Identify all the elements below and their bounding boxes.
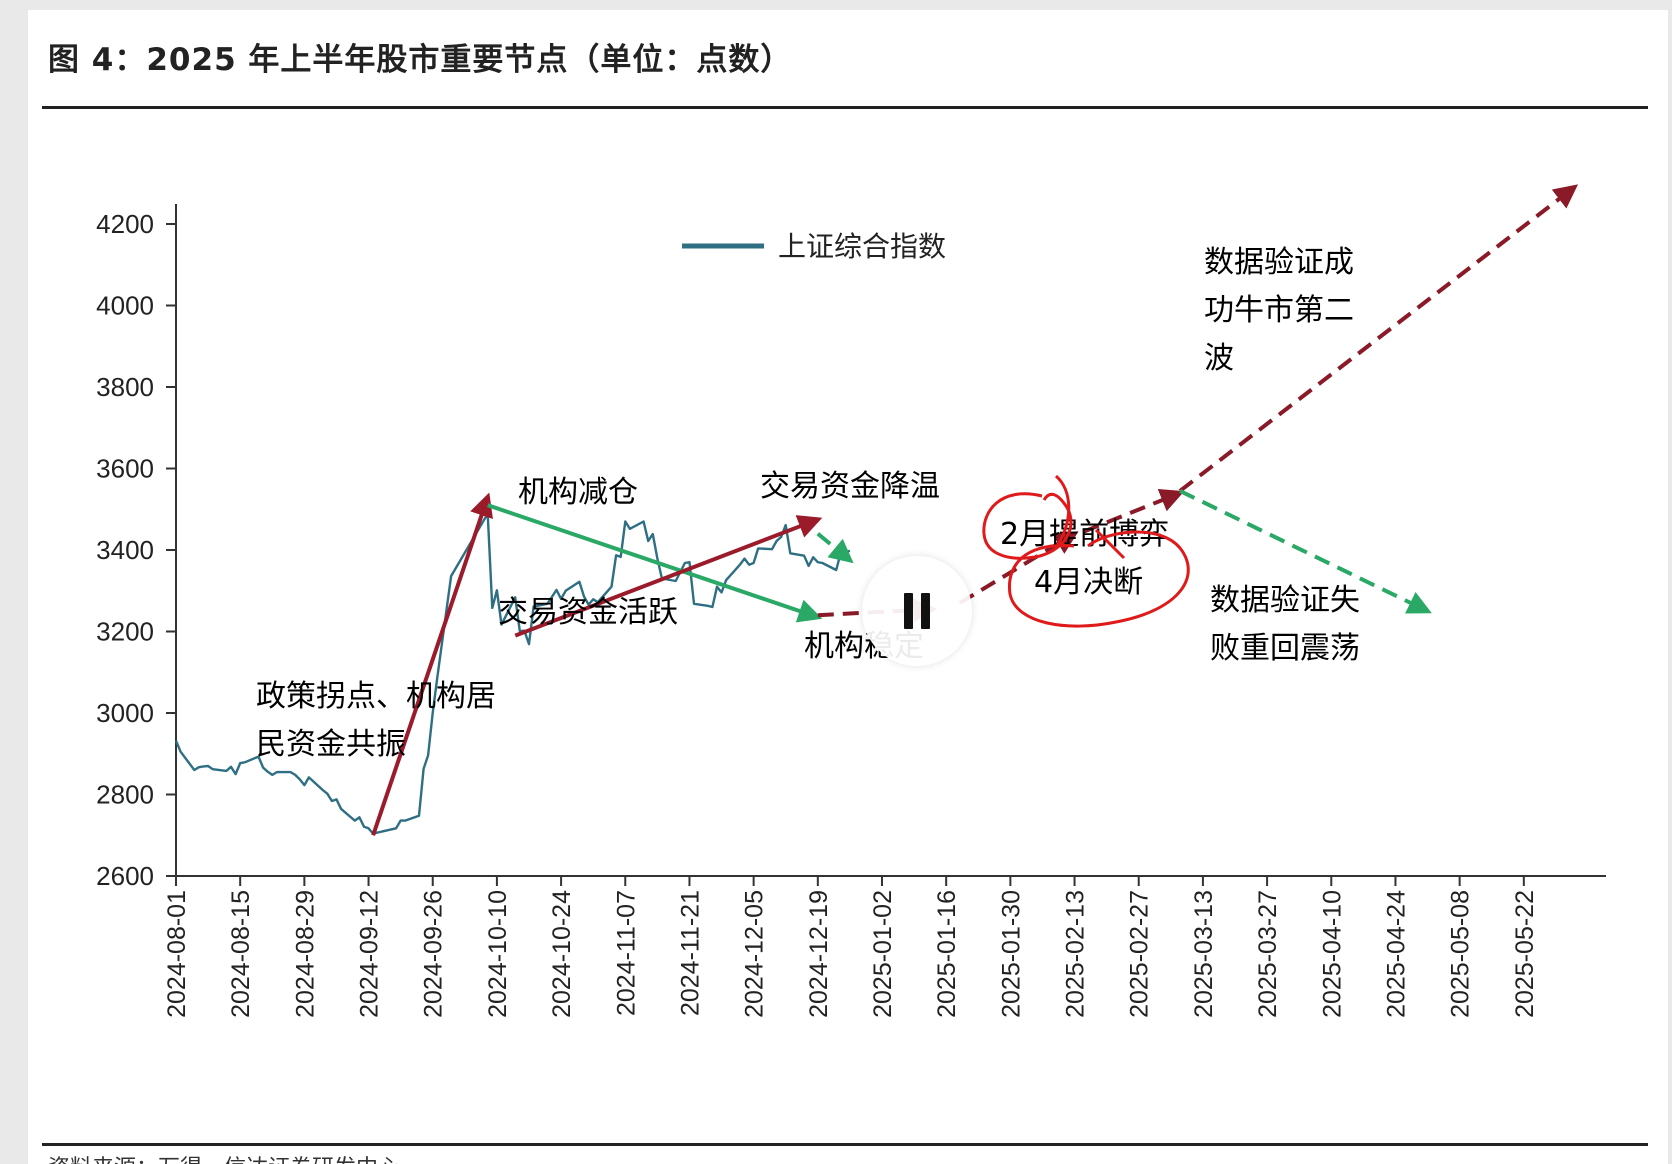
x-tick-label: 2025-03-13 [1190, 890, 1218, 1018]
legend-label: 上证综合指数 [778, 230, 946, 263]
x-tick-label: 2024-09-26 [420, 890, 448, 1018]
y-tick-label: 3800 [96, 372, 154, 402]
x-tick-label: 2025-01-30 [997, 890, 1025, 1018]
x-tick-label: 2024-11-07 [612, 890, 640, 1016]
x-tick-label: 2024-10-24 [548, 890, 576, 1018]
x-tick-label: 2025-01-02 [869, 890, 897, 1018]
x-tick-label: 2024-08-01 [163, 890, 191, 1018]
y-tick-label: 3600 [96, 454, 154, 484]
bottom-rule [42, 1143, 1648, 1146]
label-trading-cool: 交易资金降温 [760, 469, 940, 504]
label-feb-game: 2月提前博弈 [1000, 517, 1169, 552]
x-tick-label: 2024-10-10 [484, 890, 512, 1018]
label-policy-line2: 民资金共振 [256, 727, 406, 762]
label-fail-line2: 败重回震荡 [1210, 631, 1360, 666]
x-tick-label: 2025-05-22 [1511, 890, 1539, 1018]
y-tick-label: 4200 [96, 209, 154, 239]
x-tick-label: 2025-04-24 [1382, 890, 1410, 1018]
x-tick-label: 2025-02-27 [1126, 890, 1154, 1018]
figure-title: 图 4：2025 年上半年股市重要节点（单位：点数） [48, 42, 793, 78]
x-tick-label: 2024-12-19 [805, 890, 833, 1018]
series-line-shanghai-composite [174, 512, 851, 835]
ink-circle-feb [982, 492, 1073, 560]
x-tick-label: 2024-09-12 [356, 890, 384, 1018]
label-success-line3: 波 [1204, 341, 1234, 376]
trend-arrow-solid [514, 515, 823, 638]
source-note: 资料来源：万得，信达证券研发中心 [48, 1150, 400, 1164]
trend-arrow-dashed [1179, 489, 1432, 614]
trend-arrow-dashed [1082, 488, 1185, 534]
ink-circle-apr [1007, 530, 1190, 628]
label-policy-line1: 政策拐点、机构居 [256, 679, 496, 714]
handwritten-circles [982, 474, 1190, 628]
x-tick-label: 2024-12-05 [741, 890, 769, 1018]
top-rule [42, 106, 1648, 109]
label-institution-reduce: 机构减仓 [518, 475, 638, 510]
label-fail-line1: 数据验证失 [1210, 583, 1360, 618]
x-tick-label: 2025-01-16 [933, 890, 961, 1018]
label-success-line2: 功牛市第二 [1204, 293, 1354, 328]
label-apr-decision: 4月决断 [1034, 565, 1143, 600]
label-success-line1: 数据验证成 [1204, 245, 1354, 280]
y-tick-label: 2600 [96, 861, 154, 891]
trend-arrow-dashed [816, 532, 854, 564]
pause-button[interactable] [862, 556, 972, 666]
x-tick-label: 2024-08-29 [291, 890, 319, 1018]
x-tick-label: 2025-02-13 [1062, 890, 1090, 1018]
x-tick-label: 2024-08-15 [227, 890, 255, 1018]
y-tick-label: 3200 [96, 617, 154, 647]
x-tick-label: 2025-04-10 [1318, 890, 1346, 1018]
trend-arrow-solid [487, 503, 823, 623]
label-trading-active: 交易资金活跃 [498, 595, 678, 630]
y-tick-label: 3000 [96, 698, 154, 728]
x-tick-label: 2025-05-08 [1447, 890, 1475, 1018]
x-tick-label: 2024-11-21 [676, 890, 704, 1016]
y-tick-label: 2800 [96, 780, 154, 810]
y-tick-label: 3400 [96, 535, 154, 565]
pause-icon [900, 593, 934, 629]
y-tick-label: 4000 [96, 291, 154, 321]
legend: 上证综合指数 [682, 230, 946, 263]
ink-stroke-2 [1094, 528, 1126, 560]
trend-arrow-dashed [1178, 184, 1579, 493]
ink-stroke-1 [1054, 474, 1071, 549]
x-tick-label: 2025-03-27 [1254, 890, 1282, 1018]
trend-arrow-solid [371, 492, 493, 836]
figure-paper [28, 10, 1668, 1164]
